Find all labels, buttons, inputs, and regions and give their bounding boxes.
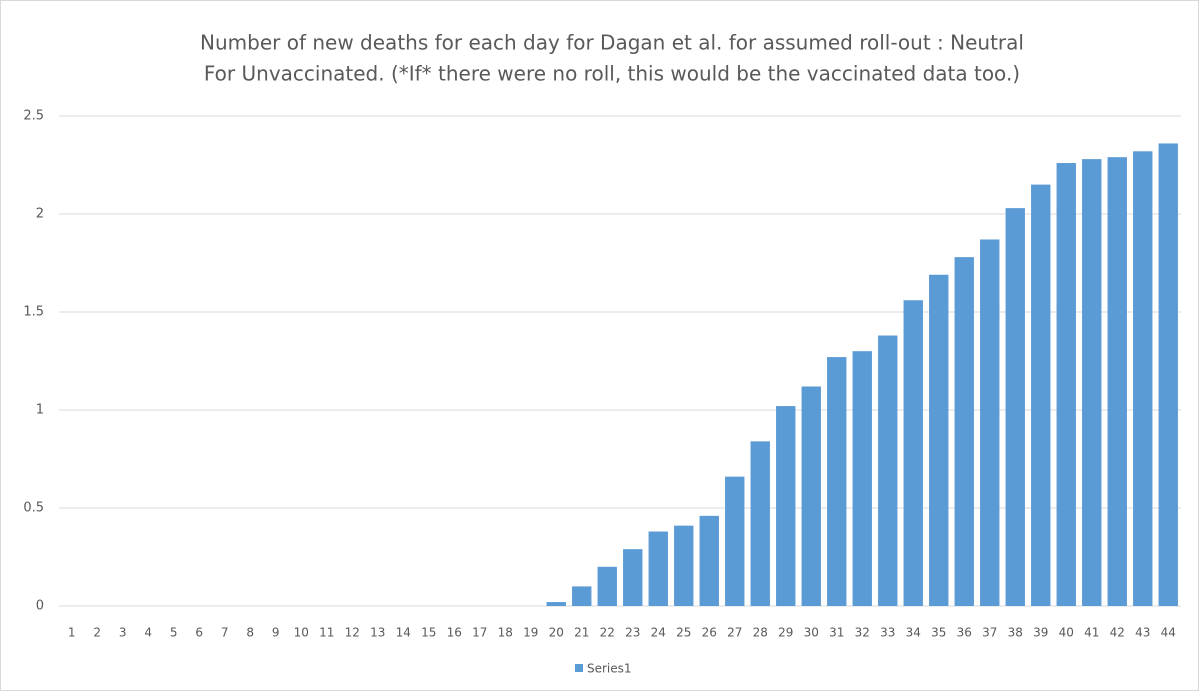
x-tick-label: 16 (447, 626, 462, 640)
x-tick-label: 13 (370, 626, 385, 640)
y-tick-label: 1 (36, 403, 44, 418)
x-tick-label: 27 (727, 626, 742, 640)
bar (776, 406, 796, 606)
bar (623, 549, 643, 606)
bar (980, 239, 1000, 607)
x-tick-label: 10 (294, 626, 309, 640)
x-tick-label: 14 (396, 626, 411, 640)
x-tick-label: 7 (221, 626, 229, 640)
x-tick-label: 1 (68, 626, 76, 640)
bar (827, 357, 847, 606)
x-tick-label: 40 (1059, 626, 1074, 640)
x-tick-label: 29 (778, 626, 793, 640)
x-tick-label: 26 (702, 626, 717, 640)
x-tick-label: 43 (1135, 626, 1150, 640)
bar (1158, 143, 1178, 606)
bar (1056, 163, 1076, 607)
x-tick-label: 21 (574, 626, 589, 640)
x-tick-label: 35 (931, 626, 946, 640)
x-tick-label: 25 (676, 626, 691, 640)
x-tick-label: 39 (1033, 626, 1048, 640)
x-tick-label: 4 (144, 626, 152, 640)
y-tick-label: 2 (36, 207, 44, 222)
x-tick-label: 17 (472, 626, 487, 640)
y-tick-label: 2.5 (23, 109, 44, 124)
y-tick-label: 0.5 (23, 501, 44, 516)
x-tick-label: 8 (246, 626, 254, 640)
chart-title: For Unvaccinated. (*If* there were no ro… (204, 62, 1020, 86)
x-tick-label: 41 (1084, 626, 1099, 640)
bar (1133, 151, 1153, 606)
x-tick-label: 32 (855, 626, 870, 640)
x-tick-label: 19 (523, 626, 538, 640)
x-tick-label: 37 (982, 626, 997, 640)
x-tick-label: 44 (1161, 626, 1176, 640)
x-tick-label: 38 (1008, 626, 1023, 640)
x-tick-label: 20 (549, 626, 564, 640)
bar (852, 351, 872, 606)
x-tick-label: 12 (345, 626, 360, 640)
x-tick-label: 15 (421, 626, 436, 640)
legend-swatch (575, 664, 583, 672)
bar (725, 476, 745, 606)
bar (1005, 208, 1025, 606)
x-tick-label: 18 (498, 626, 513, 640)
bar (1107, 157, 1127, 606)
bar (674, 525, 694, 606)
legend-label: Series1 (587, 662, 632, 676)
bar (1082, 159, 1102, 606)
bar (878, 335, 898, 606)
x-tick-label: 6 (195, 626, 203, 640)
x-tick-label: 24 (651, 626, 666, 640)
x-tick-label: 23 (625, 626, 640, 640)
bar (750, 441, 770, 606)
x-tick-label: 28 (753, 626, 768, 640)
x-tick-label: 31 (829, 626, 844, 640)
bar (572, 586, 592, 606)
x-tick-label: 22 (600, 626, 615, 640)
chart-title: Number of new deaths for each day for Da… (200, 31, 1024, 55)
x-tick-label: 30 (804, 626, 819, 640)
bar (954, 257, 974, 606)
bar (903, 300, 923, 606)
bar (648, 531, 668, 606)
x-tick-label: 42 (1110, 626, 1125, 640)
bar (546, 602, 566, 606)
x-tick-label: 33 (880, 626, 895, 640)
y-tick-label: 0 (36, 599, 44, 614)
x-tick-label: 34 (906, 626, 921, 640)
bar (801, 386, 821, 606)
bar (597, 566, 617, 606)
bar (699, 515, 719, 606)
x-tick-label: 3 (119, 626, 127, 640)
x-tick-label: 5 (170, 626, 178, 640)
bar (1031, 184, 1051, 606)
x-tick-label: 9 (272, 626, 280, 640)
bar (929, 274, 949, 606)
y-tick-label: 1.5 (23, 305, 44, 320)
x-tick-label: 36 (957, 626, 972, 640)
x-tick-label: 2 (93, 626, 101, 640)
x-tick-label: 11 (319, 626, 334, 640)
